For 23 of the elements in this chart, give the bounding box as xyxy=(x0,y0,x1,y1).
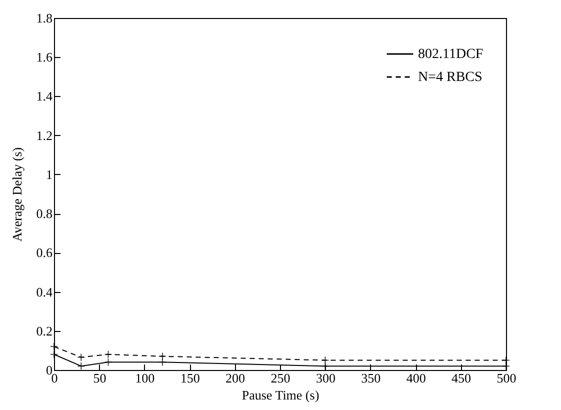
y-tick-label: 1.8 xyxy=(36,10,52,26)
legend-label: N=4 RBCS xyxy=(418,70,482,85)
x-tick-label: 150 xyxy=(180,370,200,386)
y-tick-label: 0.4 xyxy=(36,284,53,300)
x-tick-label: 350 xyxy=(361,370,381,386)
x-tick-label: 500 xyxy=(496,370,516,386)
x-tick-label: 100 xyxy=(135,370,155,386)
x-tick-label: 400 xyxy=(406,370,426,386)
y-tick-label: 1.4 xyxy=(36,88,53,104)
y-tick-label: 1.6 xyxy=(36,50,53,65)
x-tick-label: 50 xyxy=(93,370,106,386)
x-axis-title: Pause Time (s) xyxy=(242,388,320,402)
legend-label: 802.11DCF xyxy=(418,47,484,62)
x-tick-label: 450 xyxy=(452,370,472,386)
x-tick-label: 300 xyxy=(316,370,336,386)
y-tick-label: 0.2 xyxy=(36,323,52,338)
x-tick-label: 200 xyxy=(226,370,246,386)
x-tick-label: 250 xyxy=(270,370,290,386)
y-axis-title: Average Delay (s) xyxy=(9,147,24,242)
y-tick-label: 1 xyxy=(46,166,52,182)
y-tick-label: 0.8 xyxy=(36,206,52,222)
y-tick-label: 0.6 xyxy=(36,245,53,260)
y-tick-label: 1.2 xyxy=(36,128,52,143)
